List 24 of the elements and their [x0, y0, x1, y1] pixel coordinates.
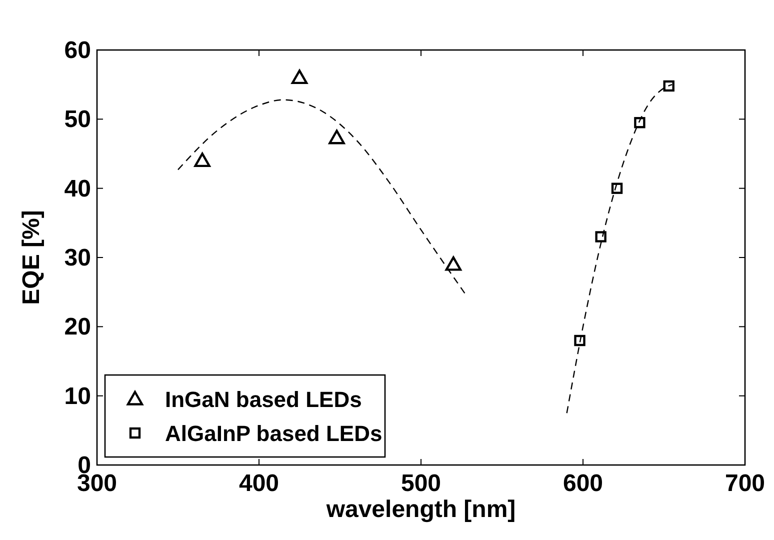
point — [291, 70, 308, 84]
legend-label: InGaN based LEDs — [165, 387, 362, 412]
point — [611, 182, 623, 194]
y-tick-label: 50 — [64, 106, 91, 134]
x-tick-label: 600 — [562, 470, 604, 497]
legend-label: AlGaInP based LEDs — [165, 421, 382, 446]
point — [328, 130, 345, 144]
y-axis-title: EQE [%] — [18, 210, 45, 305]
y-tick-label: 40 — [64, 175, 91, 202]
x-axis-title: wavelength [nm] — [325, 496, 516, 523]
point — [574, 334, 586, 346]
x-tick-label: 500 — [400, 470, 442, 497]
y-tick-label: 30 — [64, 244, 91, 272]
y-tick-label: 10 — [64, 382, 91, 410]
point — [595, 231, 606, 242]
y-tick-label: 20 — [64, 314, 91, 341]
x-tick-label: 700 — [724, 470, 766, 497]
point — [445, 256, 462, 271]
point — [634, 117, 646, 128]
line-series — [177, 99, 467, 296]
y-tick-label: 60 — [64, 37, 91, 64]
point — [194, 152, 210, 168]
point — [663, 80, 674, 92]
x-tick-label: 400 — [238, 470, 280, 497]
